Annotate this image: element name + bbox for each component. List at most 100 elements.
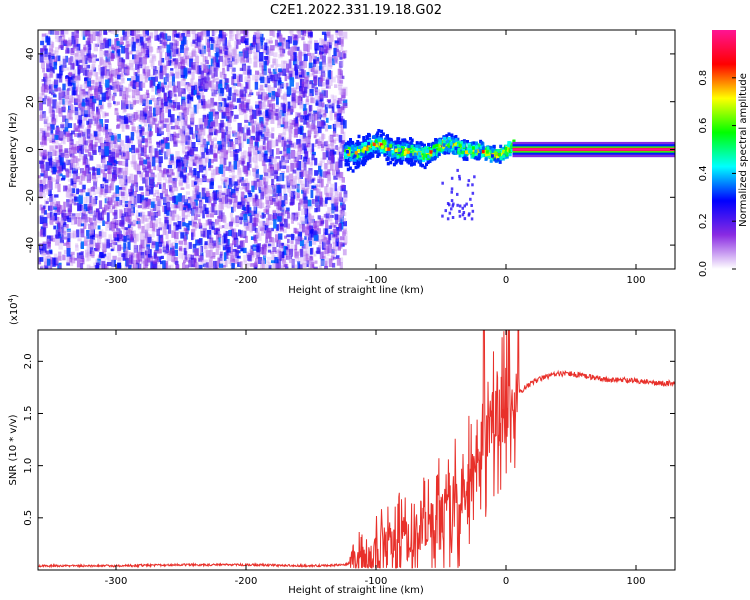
spectrogram-cell [214,101,217,106]
spectrogram-cell [184,242,189,251]
spectrogram-cell [121,194,125,203]
spectrogram-cell [341,145,346,153]
spectrogram-cell [144,166,149,170]
spectrogram-cell [256,43,260,53]
spectrogram-cell [213,204,217,213]
spectrogram-cell [233,195,238,203]
spectrogram-cell [86,31,90,34]
spectrogram-cell [180,187,185,190]
spectrogram-cell [283,246,288,256]
spectrogram-cell [86,230,91,239]
spectrogram-cell [42,243,47,253]
spectrogram-cell [211,146,216,152]
spectrogram-cell [114,108,119,115]
spectrogram-cell [133,198,138,208]
spectrogram-cell [57,183,61,193]
spectrogram-cell [139,157,144,166]
spectrogram-cell [215,44,219,52]
spectrogram-cell [68,189,73,199]
spectrogram-cell [129,104,133,110]
spectrogram-cell [161,82,164,89]
spectrogram-cell [291,259,295,266]
spectrogram-cell [85,249,89,258]
spectrogram-cell [319,47,323,52]
spectrogram-cell [183,48,187,57]
spectrogram-cell [212,222,217,227]
spectrogram-cell [140,192,145,196]
spectrogram-cell [139,171,144,178]
spectrogram-cell [271,183,275,188]
spectrogram-cell [196,171,200,179]
spectrogram-cell [295,111,299,117]
spectrogram-cell [198,157,202,162]
spectrogram-cell [81,131,86,137]
spectrogram-cell [75,127,78,132]
spectrogram-cell [226,43,231,49]
spectrogram-cell [205,59,209,64]
spectrogram-cell [286,212,290,219]
spectrogram-cell [295,192,298,198]
spectrogram-cell [239,67,244,71]
spectrogram-cell [286,255,290,260]
spectrogram-cell [322,251,327,258]
spectrogram-cell [302,139,307,146]
spectrogram-cell [41,79,46,82]
spectrogram-cell [328,160,333,164]
spectrogram-cell [116,115,121,121]
spectrogram-cell [332,235,337,244]
spectrogram-cell [42,185,45,194]
spectrogram-cell [277,123,281,128]
spectrogram-cell [237,89,242,95]
spectrogram-cell [320,157,325,164]
spectrogram-cell [178,247,183,252]
spectrogram-cell [137,170,142,175]
spectrogram-cell [265,175,269,185]
spectrogram-cell [280,136,284,140]
spectrogram-cell [255,141,258,151]
spectrogram-cell [222,34,227,38]
spectrogram-cell [82,171,86,176]
spectrogram-cell [120,78,125,83]
spectrogram-cell [223,252,227,261]
spectrogram-cell [212,85,216,92]
spectrogram-cell [55,179,60,184]
spectrogram-cell [44,258,48,267]
spectrogram-cell [338,151,343,159]
spectrogram-cell [255,104,260,109]
spectrogram-cell [93,181,98,190]
spectrogram-cell [139,73,144,83]
spectrogram-cell [238,131,243,138]
spectrogram-cell [68,168,72,174]
spectrogram-cell [138,51,143,57]
spectrogram-cell [208,125,213,136]
spectrogram-cell [144,77,148,83]
spectrogram-cell [238,103,242,110]
spectrogram-cell [107,38,112,47]
spectrogram-cell [150,112,155,119]
spectrogram-cell [294,192,298,195]
spectrogram-cell [107,222,112,228]
spectrogram-cell [181,59,185,68]
spectrogram-cell [289,122,293,129]
spectrogram-cell [293,52,297,62]
spectrogram-cell [253,34,256,44]
spectrogram-cell [286,175,289,181]
spectrogram-cell [41,33,45,42]
spectrogram-cell [64,148,69,153]
spectrogram-cell [179,179,184,186]
spectrogram-cell [158,222,164,228]
spectrogram-cell [89,217,93,223]
spectrogram-cell [336,174,340,178]
spectrogram-cell [81,188,86,193]
spectrogram-cell [105,221,109,225]
spectrogram-cell [309,73,314,77]
spectrogram-cell [272,68,277,75]
spectrogram-cell [186,124,191,129]
spectrogram-cell [130,240,135,243]
spectrogram-cell [135,82,140,88]
spectrogram-cell [342,249,347,256]
spectrogram-cell [184,204,190,213]
spectrogram-cell [197,95,201,100]
spectrogram-cell [275,68,281,73]
spectrogram-cell [324,260,328,268]
